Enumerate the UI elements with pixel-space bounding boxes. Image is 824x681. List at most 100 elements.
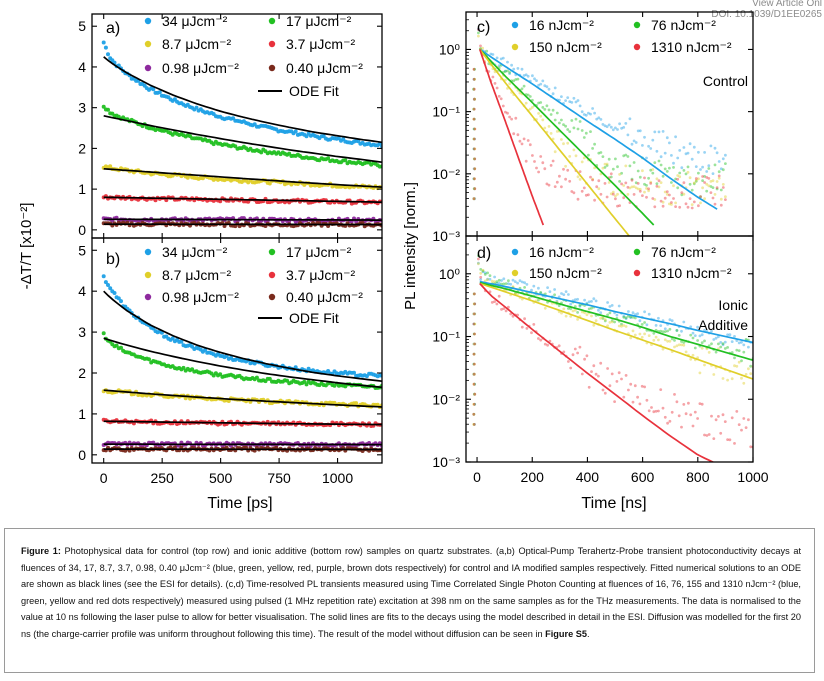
data-point — [523, 317, 526, 321]
data-point — [510, 117, 513, 121]
plot-area — [101, 40, 382, 229]
data-point — [620, 171, 623, 175]
data-point — [497, 94, 501, 98]
doi-text[interactable]: DOI: 10.1039/D1EE0265 — [711, 9, 822, 20]
y-tick-label: 5 — [78, 242, 86, 258]
data-point — [587, 153, 590, 157]
x-tick-label: 1000 — [322, 470, 353, 486]
data-point — [595, 185, 599, 189]
data-point — [653, 205, 657, 209]
data-point — [151, 87, 156, 92]
data-point — [645, 323, 649, 327]
data-point — [715, 187, 719, 191]
data-point — [473, 302, 477, 306]
data-point — [649, 182, 653, 185]
data-point — [472, 402, 476, 406]
data-point — [481, 270, 485, 274]
data-point — [620, 322, 623, 326]
data-point — [696, 325, 699, 329]
data-point — [522, 84, 526, 88]
data-point — [688, 176, 692, 180]
data-point — [673, 339, 676, 342]
data-point — [477, 262, 480, 266]
legend-marker — [144, 293, 152, 301]
data-point — [620, 126, 623, 130]
data-point — [472, 352, 476, 356]
data-point — [551, 159, 555, 163]
data-point — [740, 340, 743, 344]
data-point — [560, 311, 563, 315]
series-red-dots — [472, 257, 753, 449]
legend: 34 μJcm⁻² 17 μJcm⁻² 8.7 μJcm⁻² 3.7 μJcm⁻² 0.… — [144, 13, 363, 99]
data-point — [473, 402, 476, 406]
data-point — [259, 150, 264, 155]
article-link-text[interactable]: View Article Onl — [752, 0, 822, 9]
fit-line — [103, 389, 382, 408]
data-point — [643, 385, 646, 389]
data-point — [609, 125, 613, 129]
data-point — [682, 320, 686, 324]
data-point — [601, 166, 605, 170]
data-point — [654, 409, 658, 413]
caption-figure-ref[interactable]: Figure S5 — [545, 628, 588, 639]
data-point — [624, 153, 628, 157]
y-tick-label: 10⁻¹ — [432, 104, 460, 120]
data-point — [490, 301, 494, 304]
data-point — [472, 117, 476, 121]
data-point — [592, 323, 596, 327]
data-point — [473, 197, 477, 201]
data-point — [343, 158, 348, 163]
data-point — [740, 359, 743, 363]
data-point — [576, 175, 580, 179]
data-point — [530, 288, 533, 292]
data-point — [694, 178, 698, 182]
data-point — [675, 400, 679, 404]
fit-line — [479, 282, 753, 380]
data-point — [483, 271, 487, 275]
data-point — [715, 186, 719, 190]
data-point — [473, 77, 476, 81]
legend-label: 1310 nJcm⁻² — [651, 39, 732, 55]
data-point — [472, 362, 476, 366]
data-point — [703, 151, 706, 154]
data-point — [680, 166, 684, 170]
data-point — [663, 327, 667, 331]
data-point — [473, 372, 476, 376]
data-point — [655, 149, 659, 153]
data-point — [703, 197, 706, 201]
data-point — [593, 142, 596, 146]
data-point — [488, 274, 492, 277]
data-point — [616, 204, 619, 208]
fit-line — [103, 114, 382, 164]
data-point — [724, 198, 727, 202]
y-tick-label: 1 — [78, 181, 86, 197]
data-point — [680, 425, 683, 429]
data-point — [666, 339, 669, 343]
legend-label: 76 nJcm⁻² — [651, 17, 716, 33]
data-point — [472, 362, 476, 366]
data-point — [659, 181, 663, 185]
data-point — [472, 352, 476, 356]
data-point — [547, 125, 551, 128]
data-point — [580, 310, 584, 314]
data-point — [526, 74, 530, 78]
data-point — [663, 151, 667, 155]
data-point — [568, 155, 572, 158]
data-point — [584, 193, 588, 197]
data-point — [543, 306, 547, 310]
data-point — [472, 412, 476, 416]
data-point — [657, 185, 661, 189]
data-point — [628, 186, 632, 190]
data-point — [678, 171, 682, 175]
data-point — [673, 345, 676, 349]
data-point — [526, 93, 530, 97]
panel-annotation: Additive — [698, 317, 748, 333]
data-point — [531, 154, 534, 157]
data-point — [707, 433, 711, 436]
data-point — [682, 341, 686, 344]
data-point — [486, 271, 489, 275]
fit-line — [479, 48, 718, 210]
data-point — [675, 329, 679, 332]
data-point — [535, 166, 538, 170]
data-point — [654, 324, 658, 327]
